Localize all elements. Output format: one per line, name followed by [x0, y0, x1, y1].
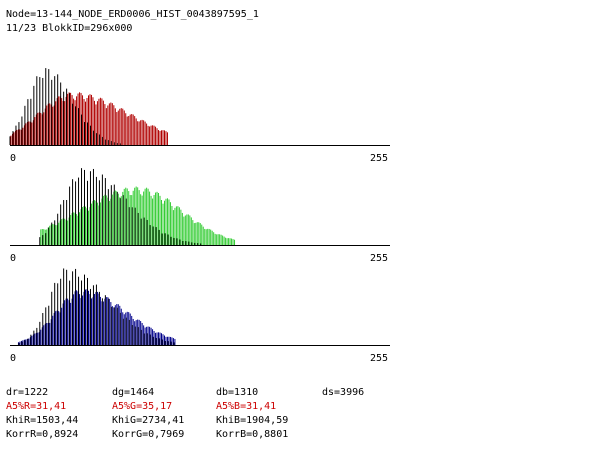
stat-ds: ds=3996 — [322, 387, 365, 398]
tick-label-max-red: 255 — [370, 153, 388, 164]
tick-label-min-green: 0 — [10, 253, 16, 264]
node-title: Node=13-144_NODE_ERD0006_HIST_0043897595… — [6, 9, 259, 20]
stat-db: db=1310 — [216, 387, 259, 398]
tick-label-max-blue: 255 — [370, 353, 388, 364]
stat-korr-g: KorrG=0,7969 — [112, 429, 185, 440]
stat-a5-g: A5%G=35,17 — [112, 401, 173, 412]
tick-label-min-red: 0 — [10, 153, 16, 164]
stat-khi-g: KhiG=2734,41 — [112, 415, 185, 426]
tick-label-max-green: 255 — [370, 253, 388, 264]
block-id-label: 11/23 BlokkID=296x000 — [6, 23, 133, 34]
stat-khi-b: KhiB=1904,59 — [216, 415, 289, 426]
stat-a5-r: A5%R=31,41 — [6, 401, 67, 412]
stat-khi-r: KhiR=1503,44 — [6, 415, 79, 426]
stat-dr: dr=1222 — [6, 387, 49, 398]
stat-korr-b: KorrB=0,8801 — [216, 429, 289, 440]
stat-a5-b: A5%B=31,41 — [216, 401, 277, 412]
tick-label-min-blue: 0 — [10, 353, 16, 364]
stat-korr-r: KorrR=0,8924 — [6, 429, 79, 440]
stat-dg: dg=1464 — [112, 387, 155, 398]
